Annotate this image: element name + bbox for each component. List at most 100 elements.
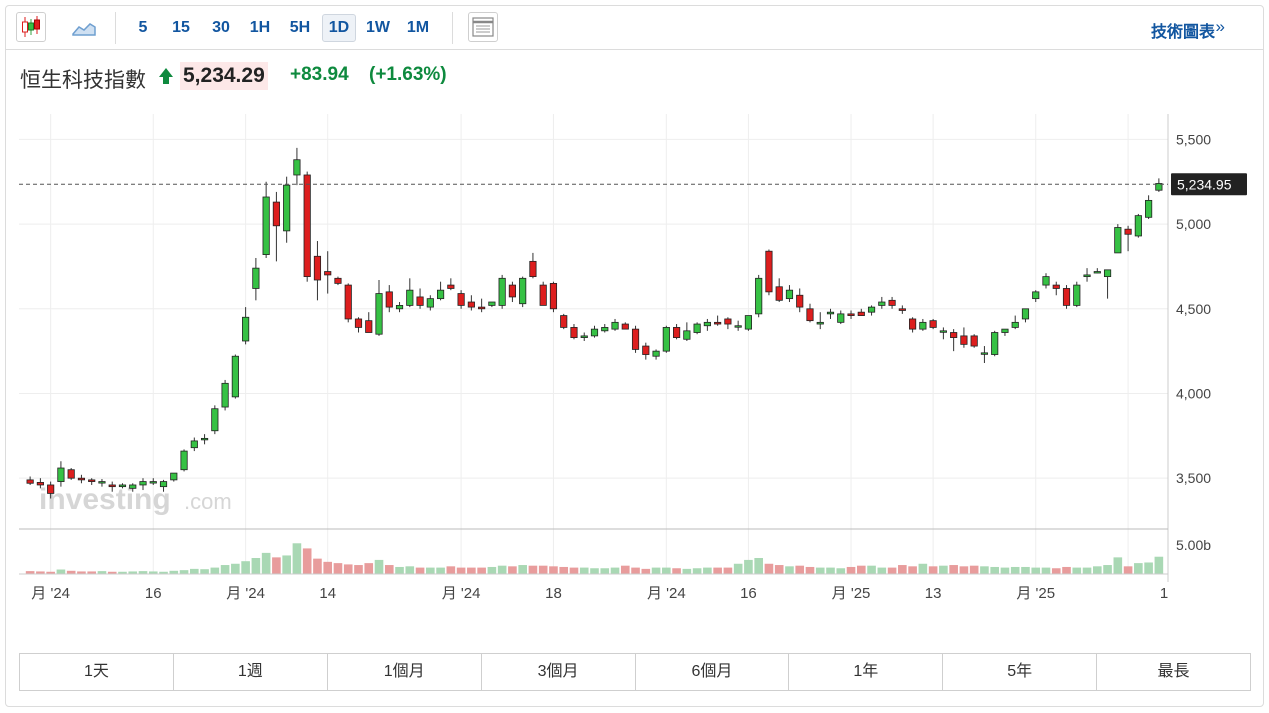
- volume-bar: [25, 571, 35, 574]
- candle-body: [1021, 308, 1030, 320]
- volume-bar: [1113, 557, 1123, 574]
- volume-bar: [118, 571, 127, 574]
- candle-body: [950, 332, 958, 338]
- candle: [560, 313, 568, 330]
- volume-bar: [1134, 563, 1143, 574]
- candle: [570, 324, 578, 340]
- volume-bar: [549, 566, 558, 574]
- candle: [283, 176, 291, 243]
- candle: [498, 274, 506, 309]
- technical-chart-link[interactable]: 技術圖表: [1150, 24, 1215, 41]
- volume-bar: [1154, 556, 1164, 574]
- volume-bar: [1072, 567, 1082, 574]
- candle-body: [478, 306, 486, 310]
- range-1-day[interactable]: 1天: [20, 654, 174, 690]
- candle-body: [457, 293, 465, 306]
- x-tick-label: 月 '24: [442, 585, 481, 602]
- candle-body: [108, 484, 116, 488]
- interval-30[interactable]: 30: [212, 19, 230, 36]
- candle-body: [1083, 274, 1091, 278]
- volume-bar: [138, 571, 148, 574]
- candle: [673, 324, 681, 340]
- candle-body: [837, 313, 845, 323]
- candle-body: [601, 327, 609, 332]
- volume-bar: [169, 570, 179, 574]
- candle: [354, 317, 363, 333]
- candle-body: [98, 481, 106, 484]
- candle: [991, 330, 999, 357]
- price-chart[interactable]: investing .com 3,500 4,000 4,500 5,000 5,500…: [6, 6, 1263, 646]
- candle-body: [447, 284, 455, 289]
- volume-bar: [1062, 566, 1071, 574]
- volume-bar: [620, 565, 630, 574]
- candle: [529, 252, 537, 279]
- range-max[interactable]: 最長: [1157, 663, 1190, 680]
- volume-bar: [826, 567, 835, 574]
- range-1-month[interactable]: 1個月: [328, 654, 482, 690]
- chart-toolbar: 5 15 30 1H 5H 1D 1W 1M 技術圖表 »: [6, 6, 1263, 50]
- last-price-tag-label: 5,234.95: [1177, 176, 1232, 192]
- candle-body: [1114, 227, 1122, 254]
- volume-bar: [313, 558, 322, 574]
- candle: [867, 305, 876, 316]
- interval-5[interactable]: 5: [138, 19, 148, 36]
- volume-bar: [692, 568, 702, 574]
- volume-bar: [405, 566, 415, 574]
- candle: [590, 325, 599, 338]
- volume-bar: [426, 567, 435, 574]
- candle: [724, 317, 732, 330]
- candle-body: [190, 440, 198, 449]
- candle: [1114, 224, 1122, 254]
- arrow-up-icon-stem: [163, 77, 169, 84]
- interval-5h[interactable]: 5H: [289, 19, 311, 36]
- candle: [324, 251, 332, 294]
- volume-bar: [795, 565, 805, 574]
- volume-bar: [354, 565, 363, 574]
- candle-body: [847, 313, 855, 316]
- range-1-week[interactable]: 1週: [174, 654, 328, 690]
- candle: [395, 302, 404, 313]
- candle-body: [888, 299, 896, 306]
- candle-body: [437, 289, 445, 300]
- volume-bar: [374, 559, 384, 574]
- candle-body: [1093, 271, 1101, 274]
- candle-body: [1134, 215, 1142, 237]
- interval-1h[interactable]: 1H: [249, 19, 271, 36]
- candle-body: [211, 408, 219, 432]
- range-3-months[interactable]: 3個月: [482, 654, 636, 690]
- candle-body: [724, 318, 732, 325]
- range-5-years[interactable]: 5年: [943, 654, 1098, 690]
- candle-body: [252, 267, 260, 289]
- volume-bar: [261, 552, 271, 574]
- interval-1d[interactable]: 1D: [322, 14, 356, 42]
- candles: [26, 147, 1163, 499]
- candle: [857, 308, 865, 316]
- volume-bar: [159, 571, 168, 574]
- candle-body: [857, 311, 865, 316]
- candle-body: [498, 277, 506, 306]
- x-tick-label: 月 '24: [31, 585, 70, 602]
- volume-bar: [856, 565, 866, 574]
- range-6-months[interactable]: 6個月: [636, 654, 790, 690]
- volume-bar: [836, 568, 846, 574]
- candle-body: [744, 315, 752, 330]
- interval-15[interactable]: 15: [172, 19, 190, 36]
- candle: [888, 296, 896, 309]
- volume-bar: [1031, 567, 1041, 574]
- candle: [303, 171, 311, 282]
- area-chart-icon[interactable]: [70, 16, 98, 40]
- volume-bar: [1041, 567, 1051, 574]
- candle-body: [272, 201, 280, 227]
- volume-bar: [56, 569, 66, 574]
- interval-1m[interactable]: 1M: [406, 19, 430, 36]
- table-view-icon[interactable]: [468, 12, 498, 42]
- candlestick-chart-icon[interactable]: [16, 12, 46, 42]
- candle: [611, 318, 619, 331]
- candle: [1134, 213, 1142, 238]
- candle: [447, 278, 455, 291]
- interval-1w[interactable]: 1W: [366, 19, 390, 36]
- candle: [57, 461, 65, 487]
- toolbar-divider: [452, 12, 453, 44]
- chevron-right-icon[interactable]: »: [1215, 17, 1225, 36]
- range-1-year[interactable]: 1年: [789, 654, 944, 690]
